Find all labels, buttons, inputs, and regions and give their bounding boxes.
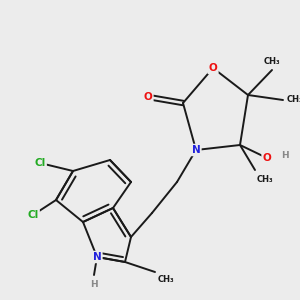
Text: CH₃: CH₃	[158, 275, 175, 284]
Text: H: H	[90, 280, 98, 289]
Text: O: O	[208, 63, 217, 73]
Text: Cl: Cl	[34, 158, 46, 168]
Text: CH₃: CH₃	[264, 57, 280, 66]
Text: CH₃: CH₃	[257, 175, 274, 184]
Text: O: O	[262, 153, 272, 163]
Text: CH₃: CH₃	[287, 95, 300, 104]
Text: O: O	[144, 92, 152, 102]
Text: H: H	[281, 152, 289, 160]
Text: N: N	[93, 252, 101, 262]
Text: Cl: Cl	[27, 210, 39, 220]
Text: N: N	[192, 145, 200, 155]
